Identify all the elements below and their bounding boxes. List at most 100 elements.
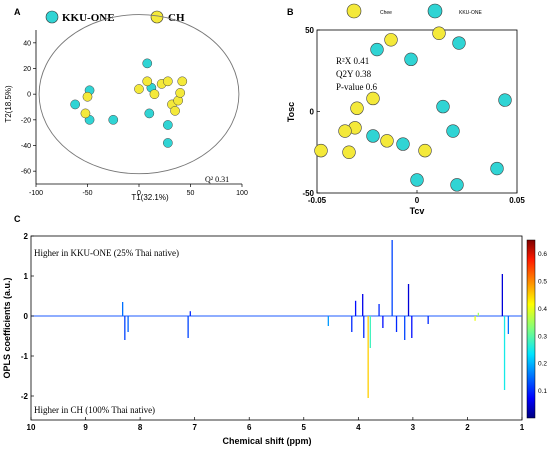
point-ch (80, 108, 91, 119)
point-kku (410, 173, 424, 187)
point-ch (418, 143, 432, 158)
panel-c-y-tick-label: 2 (24, 232, 29, 241)
point-ch (175, 88, 186, 98)
point-ch (82, 91, 93, 102)
point-kku (370, 42, 384, 57)
point-ch (170, 106, 180, 116)
panel-c-x-tick-label: 8 (138, 423, 143, 432)
legend-chee-marker (346, 3, 362, 19)
point-kku (70, 99, 80, 110)
panel-a-x-tick-label: 0 (137, 190, 141, 197)
legend-kku-marker (45, 10, 59, 24)
colorbar-tick-label: 0.2 (538, 361, 547, 368)
panel-a-x-tick-label: -100 (29, 190, 43, 197)
panel-a-label: A (14, 7, 21, 17)
panel-a-y-label: T2(18.5%) (4, 85, 13, 123)
panel-c-x-tick-label: 4 (356, 423, 361, 432)
panel-b: Chee KKU-ONE -0.05 0 0.05 -50 0 50 R²X 0.41 Q… (286, 3, 525, 216)
panel-b-y-tick-label: -50 (302, 189, 314, 198)
panel-a-y-tick-label: -40 (21, 143, 31, 150)
point-ch (162, 76, 173, 87)
panel-c-x-tick-label: 5 (302, 423, 307, 432)
point-ch (380, 134, 394, 148)
panel-c-x-tick-label: 9 (83, 423, 88, 432)
panel-a-y-tick-label: -20 (21, 117, 31, 124)
panel-a-y-tick-label: -60 (21, 169, 31, 176)
colorbar (526, 239, 536, 419)
point-ch (432, 26, 446, 40)
legend-kku-label: KKU-ONE (62, 12, 115, 24)
point-kku (452, 36, 466, 50)
panel-b-label: B (287, 7, 294, 17)
legend-kku-one-marker (427, 3, 443, 19)
panel-b-legend: Chee KKU-ONE (346, 3, 482, 19)
point-kku (366, 129, 380, 143)
panel-c-x-tick-label: 2 (465, 423, 470, 432)
point-ch (177, 76, 188, 87)
confidence-ellipse (38, 14, 240, 175)
panel-b-y-tick-label: 0 (310, 108, 315, 117)
panel-a-y-tick-label: 20 (23, 66, 31, 73)
q2-annotation: Q² 0.31 (205, 175, 229, 184)
colorbar-tick-label: 0.3 (538, 333, 547, 340)
panel-c-y-label: OPLS coefficients (a.u.) (2, 277, 12, 378)
point-ch (149, 89, 160, 100)
point-kku (404, 52, 418, 67)
legend-kku-one-label: KKU-ONE (459, 10, 482, 16)
colorbar-tick-label: 0.6 (538, 251, 547, 258)
stat-r2x: R²X 0.41 (336, 56, 369, 66)
legend-chee-label: Chee (380, 10, 392, 16)
point-kku (144, 108, 155, 119)
panel-b-y-label: Tosc (286, 102, 296, 122)
panel-c-y-tick-label: 1 (24, 272, 29, 281)
panel-b-x-tick-label: 0 (415, 196, 420, 205)
point-kku (108, 114, 119, 125)
panel-a-x-tick-label: -50 (82, 190, 92, 197)
annotation-higher-kku: Higher in KKU-ONE (25% Thai native) (34, 248, 179, 258)
point-ch (142, 76, 153, 87)
point-ch (342, 145, 356, 159)
panel-a-x-tick-label: 100 (236, 190, 248, 197)
panel-b-x-label: Tcv (410, 206, 425, 216)
panel-b-plot-frame (316, 29, 518, 194)
panel-b-x-tick-label: 0.05 (509, 196, 525, 205)
point-ch (134, 84, 144, 94)
point-kku (498, 93, 512, 107)
panel-c-y-tick-label: 0 (24, 312, 29, 321)
panel-a: KKU-ONE CH -100 -50 0 50 100 -60 -40 -20 0 20 40 T… (4, 10, 248, 202)
stat-q2y: Q2Y 0.38 (336, 69, 372, 79)
legend-ch-label: CH (168, 12, 185, 24)
panel-c-x-label: Chemical shift (ppm) (222, 436, 311, 446)
panel-c-y-tick-label: -1 (21, 352, 29, 361)
panel-a-y-tick-label: 40 (23, 40, 31, 47)
panel-c: 10 9 8 7 6 5 4 3 2 1 -2 -1 0 1 2 Higher in KKU-ONE (25… (2, 232, 547, 446)
point-ch (314, 143, 328, 158)
panel-c-x-tick-label: 3 (411, 423, 416, 432)
point-kku (490, 161, 504, 176)
panel-a-x-tick-label: 50 (187, 190, 195, 197)
point-kku (446, 124, 460, 138)
point-kku (142, 58, 153, 69)
point-ch (384, 33, 398, 47)
point-kku (396, 137, 410, 151)
stat-p-value: P-value 0.6 (336, 82, 377, 92)
panel-b-stats: R²X 0.41 Q2Y 0.38 P-value 0.6 (336, 56, 377, 92)
panel-a-x-label: T1(32.1%) (131, 193, 169, 202)
panel-c-y-tick-label: -2 (21, 392, 29, 401)
point-kku (162, 138, 173, 148)
panel-a-legend: KKU-ONE CH (45, 10, 185, 24)
annotation-higher-ch: Higher in CH (100% Thai native) (34, 405, 155, 415)
panel-c-x-tick-label: 1 (520, 423, 525, 432)
colorbar-tick-label: 0.5 (538, 279, 547, 286)
panel-c-x-tick-label: 7 (192, 423, 197, 432)
colorbar-tick-label: 0.1 (538, 388, 547, 395)
point-kku (162, 120, 173, 130)
point-ch (366, 91, 380, 106)
colorbar-tick-label: 0.4 (538, 306, 547, 313)
point-ch (350, 101, 364, 115)
panel-b-x-tick-label: -0.05 (308, 196, 327, 205)
panel-a-y-tick-label: 0 (27, 92, 31, 99)
panel-c-plot-frame (30, 235, 523, 421)
panel-c-x-tick-label: 10 (27, 423, 36, 432)
